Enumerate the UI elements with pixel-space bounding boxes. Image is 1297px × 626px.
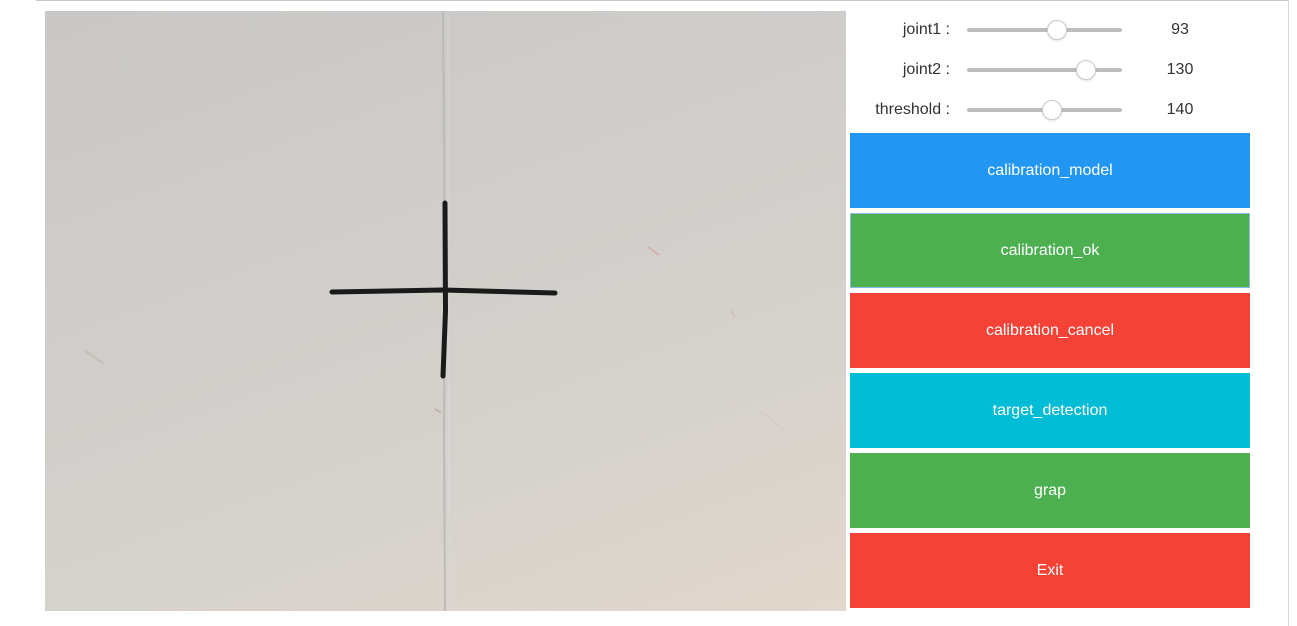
joint2-label: joint2 : (902, 61, 950, 78)
target-detection-button[interactable]: target_detection (850, 373, 1250, 448)
joint1-value: 93 (1171, 21, 1189, 38)
calibration-ok-button[interactable]: calibration_ok (850, 213, 1250, 288)
joint2-value: 130 (1166, 61, 1194, 78)
slider-row-joint2: joint2 : 130 (850, 50, 1250, 90)
joint1-label: joint1 : (902, 21, 950, 38)
slider-row-joint1: joint1 : 93 (850, 10, 1250, 50)
threshold-slider[interactable] (967, 100, 1122, 120)
joint2-slider-thumb[interactable] (1076, 60, 1097, 80)
joint1-slider[interactable] (967, 20, 1122, 40)
exit-button[interactable]: Exit (850, 533, 1250, 608)
top-divider (36, 0, 1289, 1)
cross-mark-icon (329, 200, 558, 379)
threshold-value: 140 (1166, 101, 1194, 118)
slider-row-threshold: threshold : 140 (850, 90, 1250, 130)
camera-feed (45, 11, 846, 611)
camera-image (84, 11, 786, 611)
threshold-label: threshold : (875, 101, 950, 118)
calibration-model-button[interactable]: calibration_model (850, 133, 1250, 208)
joint2-slider[interactable] (967, 60, 1122, 80)
threshold-slider-thumb[interactable] (1042, 100, 1063, 120)
calibration-cancel-button[interactable]: calibration_cancel (850, 293, 1250, 368)
joint1-slider-thumb[interactable] (1046, 20, 1067, 40)
grap-button[interactable]: grap (850, 453, 1250, 528)
right-divider (1288, 0, 1289, 626)
